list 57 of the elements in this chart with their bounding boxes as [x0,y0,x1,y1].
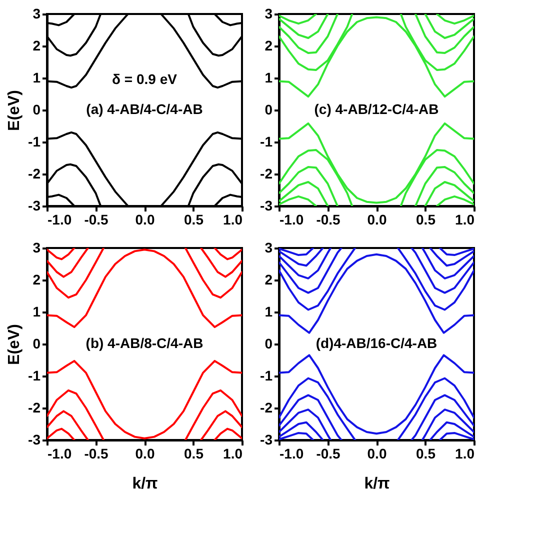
y-tick-label: -1 [28,368,41,384]
annotation: (d)4-AB/16-C/4-AB [316,335,438,351]
y-tick-label: 3 [32,6,41,22]
x-tick-label: 0.5 [184,212,204,228]
y-tick-label: 2 [264,38,273,54]
y-tick-label: 2 [32,272,41,288]
x-tick-label: -1.0 [48,446,72,462]
x-tick-label: -1.0 [280,212,304,228]
y-tick-label: 0 [32,336,41,352]
y-tick-label: -3 [260,432,273,448]
y-tick-label: -3 [28,432,41,448]
annotation: (a) 4-AB/4-C/4-AB [86,101,203,117]
y-axis-title: E(eV) [6,90,24,131]
y-tick-label: 1 [32,70,41,86]
x-tick-label: 0.0 [367,446,387,462]
y-tick-label: -2 [28,400,41,416]
x-tick-label: -0.5 [316,446,341,462]
x-tick-label: -1.0 [48,212,72,228]
x-tick-label: 0.5 [416,446,436,462]
y-axis-title: E(eV) [6,324,24,365]
x-axis-title: k/π [364,476,390,492]
y-tick-label: 3 [264,240,273,256]
y-tick-label: -1 [260,134,273,150]
annotation: (b) 4-AB/8-C/4-AB [86,335,204,351]
y-tick-label: 3 [32,240,41,256]
y-tick-label: -2 [260,400,273,416]
y-tick-label: 3 [264,6,273,22]
y-tick-label: 0 [32,102,41,118]
x-tick-label: 0.0 [135,212,155,228]
y-tick-label: 0 [264,336,273,352]
x-tick-label: -0.5 [316,212,341,228]
x-tick-label: 0.5 [416,212,436,228]
x-tick-label: -0.5 [84,212,109,228]
x-tick-label: 0.0 [367,212,387,228]
x-tick-label: 0.0 [135,446,155,462]
x-tick-label: 0.5 [184,446,204,462]
y-tick-label: 2 [32,38,41,54]
x-tick-label: -1.0 [280,446,304,462]
y-tick-label: -3 [260,198,273,214]
y-tick-label: -1 [28,134,41,150]
x-tick-label: -0.5 [84,446,109,462]
y-tick-label: -2 [260,166,273,182]
x-tick-label: 1.0 [455,212,475,228]
annotation: δ = 0.9 eV [112,71,178,87]
annotation: (c) 4-AB/12-C/4-AB [314,101,439,117]
y-tick-label: 1 [264,304,273,320]
y-tick-label: 1 [264,70,273,86]
y-tick-label: -2 [28,166,41,182]
y-tick-label: 1 [32,304,41,320]
x-tick-label: 1.0 [223,212,243,228]
y-tick-label: -3 [28,198,41,214]
y-tick-label: -1 [260,368,273,384]
x-tick-label: 1.0 [223,446,243,462]
y-tick-label: 0 [264,102,273,118]
x-tick-label: 1.0 [455,446,475,462]
x-axis-title: k/π [132,476,158,492]
y-tick-label: 2 [264,272,273,288]
